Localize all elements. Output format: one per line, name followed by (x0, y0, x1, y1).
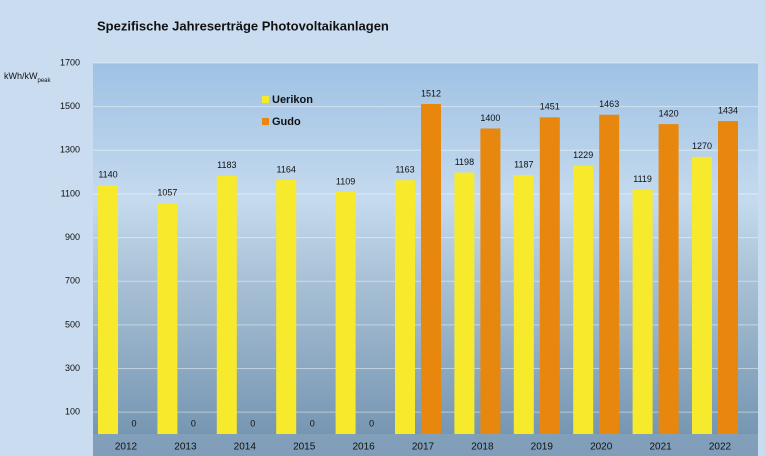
value-label: 1109 (336, 176, 355, 186)
value-label: 1512 (421, 88, 441, 98)
x-tick-label: 2012 (115, 442, 138, 453)
value-label: 1451 (540, 102, 560, 112)
x-tick-label: 2018 (471, 442, 494, 453)
chart-title: Spezifische Jahreserträge Photovoltaikan… (97, 18, 389, 33)
legend-label: Uerikon (272, 94, 313, 106)
x-tick-label: 2016 (352, 442, 375, 453)
x-tick-label: 2015 (293, 442, 316, 453)
bar (217, 176, 237, 434)
bar (514, 175, 534, 434)
value-label: 1183 (217, 160, 236, 170)
value-label: 1163 (395, 165, 414, 175)
y-axis-title-sub: peak (38, 78, 52, 84)
x-tick-label: 2022 (709, 442, 732, 453)
value-label: 1434 (718, 105, 738, 115)
chart: Spezifische Jahreserträge Photovoltaikan… (0, 0, 765, 456)
bar (692, 157, 712, 434)
bar (573, 166, 593, 434)
value-label: 1057 (157, 188, 177, 198)
value-label: 1400 (480, 113, 500, 123)
x-tick-label: 2020 (590, 442, 613, 453)
bar (480, 128, 500, 434)
value-label: 0 (369, 418, 374, 428)
y-tick-label: 1100 (61, 188, 80, 198)
bar (157, 203, 177, 434)
bar (633, 190, 653, 434)
legend-label: Gudo (272, 116, 301, 128)
value-label: 0 (310, 418, 315, 428)
value-label: 1463 (599, 99, 619, 109)
bar (718, 121, 738, 434)
y-tick-label: 500 (65, 319, 80, 329)
bar (454, 173, 474, 434)
bar (98, 185, 118, 434)
x-tick-label: 2021 (649, 442, 672, 453)
y-tick-label: 900 (65, 232, 80, 242)
bar (276, 180, 296, 434)
value-label: 1119 (633, 174, 652, 184)
y-tick-label: 1700 (60, 57, 80, 67)
value-label: 0 (191, 418, 196, 428)
x-tick-label: 2019 (531, 442, 554, 453)
value-label: 1140 (98, 170, 117, 180)
y-axis-title-main: kWh/kW (4, 71, 38, 81)
bar (540, 117, 560, 434)
y-tick-label: 100 (65, 407, 80, 417)
bar (336, 192, 356, 434)
y-tick-label: 700 (65, 276, 80, 286)
value-label: 1229 (573, 150, 593, 160)
y-tick-label: 300 (65, 363, 80, 373)
value-label: 1270 (692, 141, 712, 151)
bar (421, 104, 441, 434)
x-tick-label: 2013 (174, 442, 197, 453)
value-label: 1198 (455, 157, 474, 167)
bar (659, 124, 679, 434)
value-label: 1187 (514, 159, 533, 169)
y-tick-label: 1500 (60, 101, 80, 111)
value-label: 0 (131, 418, 136, 428)
bar (599, 115, 619, 434)
legend-swatch (262, 96, 269, 103)
y-tick-label: 1300 (60, 145, 80, 155)
value-label: 1164 (277, 164, 296, 174)
x-tick-label: 2017 (412, 442, 435, 453)
bar (395, 180, 415, 434)
x-tick-label: 2014 (234, 442, 257, 453)
value-label: 0 (250, 418, 255, 428)
value-label: 1420 (659, 108, 679, 118)
legend-swatch (262, 118, 269, 125)
